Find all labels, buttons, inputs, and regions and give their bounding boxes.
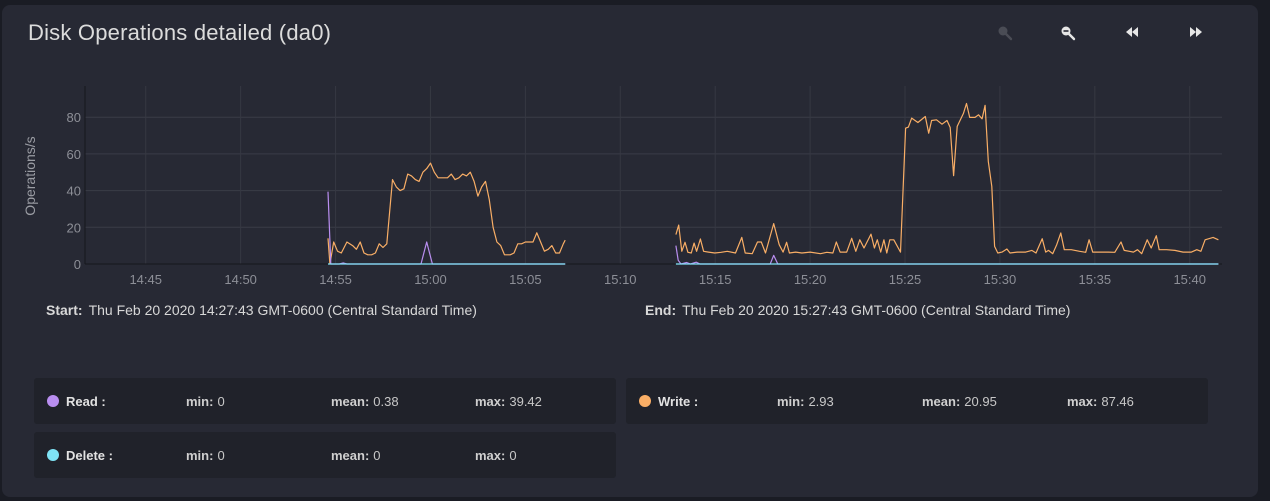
legend-name: Delete :: [66, 448, 113, 463]
x-tick-label: 15:05: [509, 272, 542, 287]
max-label: max:: [1067, 394, 1098, 409]
legend-item-delete[interactable]: Delete : min: 0 mean: 0 max: 0: [34, 432, 616, 478]
min-value: 0: [217, 394, 225, 409]
series-line-read: [675, 245, 1219, 265]
line-chart[interactable]: 0 20 40 60 80 14:45 14:50 14:55 15:00 15:05 15:10 1…: [0, 0, 1270, 300]
step-backward-icon: [1126, 27, 1138, 37]
series-line-write: [675, 102, 1219, 255]
legend-name: Write :: [658, 394, 699, 409]
mean-value: 0: [373, 448, 381, 463]
x-tick-label: 15:25: [889, 272, 922, 287]
mean-value: 20.95: [964, 394, 997, 409]
end-value: Thu Feb 20 2020 15:27:43 GMT-0600 (Centr…: [682, 302, 1071, 318]
y-tick-label: 60: [67, 147, 81, 162]
x-tick-label: 15:30: [984, 272, 1017, 287]
step-forward-button[interactable]: [1185, 25, 1207, 45]
max-value: 87.46: [1101, 394, 1134, 409]
y-axis-label: Operations/s: [22, 136, 38, 215]
min-label: min:: [186, 448, 214, 463]
x-tick-label: 14:55: [319, 272, 352, 287]
max-value: 39.42: [509, 394, 542, 409]
min-label: min:: [777, 394, 805, 409]
legend-item-write[interactable]: Write : min: 2.93 mean: 20.95 max: 87.46: [626, 378, 1208, 424]
y-tick-label: 80: [67, 110, 81, 125]
range-start: Start: Thu Feb 20 2020 14:27:43 GMT-0600 …: [46, 302, 477, 318]
x-tick-label: 15:35: [1079, 272, 1112, 287]
end-label: End:: [645, 302, 677, 318]
x-tick-label: 15:20: [794, 272, 827, 287]
delete-color-dot: [47, 449, 59, 461]
start-label: Start:: [46, 302, 83, 318]
step-backward-button[interactable]: [1121, 25, 1143, 45]
min-value: 0: [217, 448, 225, 463]
max-value: 0: [509, 448, 517, 463]
write-color-dot: [639, 395, 651, 407]
mean-value: 0.38: [373, 394, 399, 409]
x-tick-label: 15:00: [414, 272, 447, 287]
range-end: End: Thu Feb 20 2020 15:27:43 GMT-0600 (C…: [645, 302, 1070, 318]
x-tick-label: 15:40: [1173, 272, 1206, 287]
min-label: min:: [186, 394, 214, 409]
max-label: max:: [475, 394, 506, 409]
y-tick-label: 40: [67, 184, 81, 199]
legend-name: Read :: [66, 394, 106, 409]
x-tick-label: 14:50: [224, 272, 257, 287]
x-tick-label: 14:45: [129, 272, 162, 287]
mean-label: mean:: [922, 394, 961, 409]
x-tick-label: 15:10: [604, 272, 637, 287]
zoom-in-icon: [998, 26, 1013, 41]
max-label: max:: [475, 448, 506, 463]
start-value: Thu Feb 20 2020 14:27:43 GMT-0600 (Centr…: [88, 302, 477, 318]
chart-title: Disk Operations detailed (da0): [28, 20, 332, 45]
zoom-in-button[interactable]: [994, 25, 1016, 45]
min-value: 2.93: [808, 394, 834, 409]
step-forward-icon: [1190, 27, 1202, 37]
y-tick-label: 0: [74, 257, 81, 272]
x-tick-label: 15:15: [699, 272, 732, 287]
zoom-out-icon: [1061, 26, 1076, 41]
mean-label: mean:: [331, 448, 370, 463]
series-line-write: [327, 162, 566, 265]
mean-label: mean:: [331, 394, 370, 409]
zoom-out-button[interactable]: [1057, 25, 1079, 45]
read-color-dot: [47, 395, 59, 407]
legend-item-read[interactable]: Read : min: 0 mean: 0.38 max: 39.42: [34, 378, 616, 424]
y-tick-label: 20: [67, 220, 81, 235]
